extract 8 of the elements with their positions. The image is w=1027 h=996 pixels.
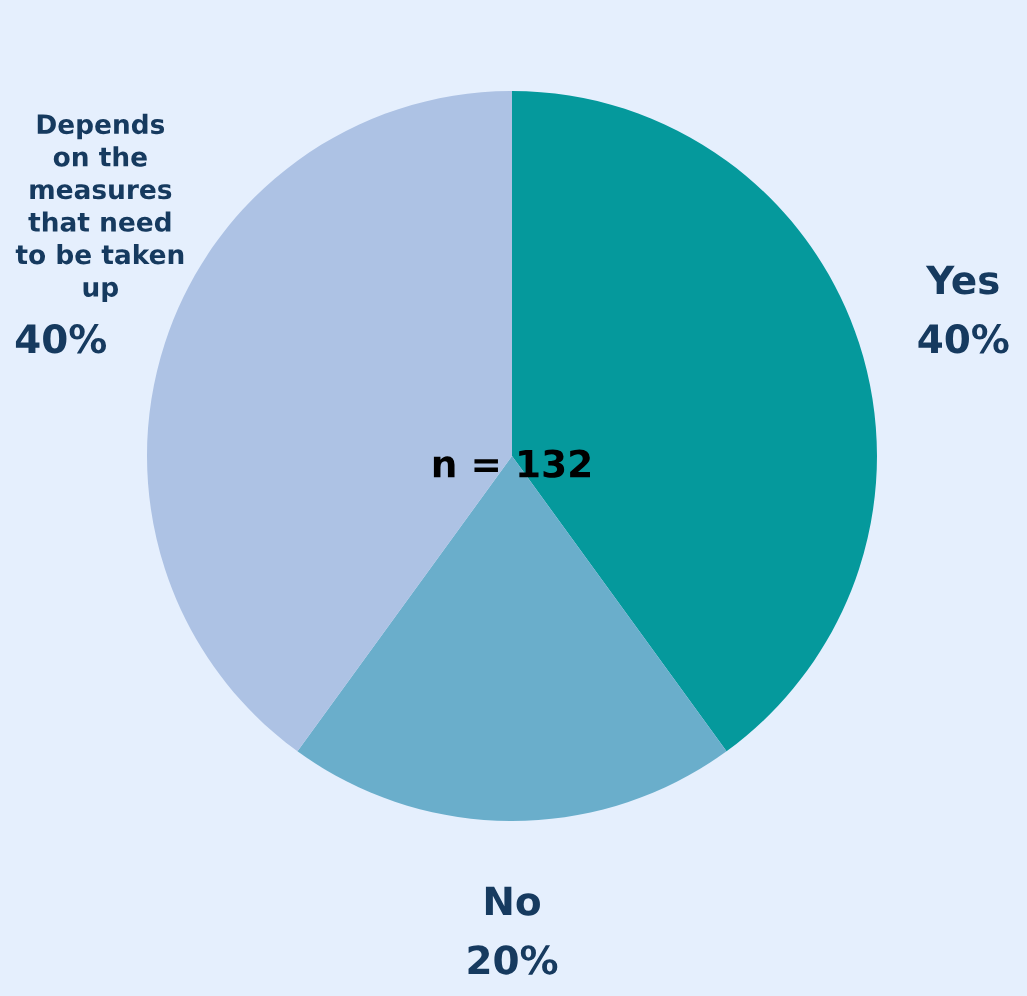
data-label: 40% [918, 324, 1009, 354]
slice-label: Depends on the measures that need to be taken up [15, 113, 184, 303]
data-label: 20% [468, 945, 558, 975]
slice-label: Yes [925, 265, 999, 295]
slice-label: No [485, 886, 540, 916]
text: n = 132 [433, 449, 590, 478]
pie-slice [512, 91, 877, 752]
data-label: 40% [15, 324, 107, 354]
